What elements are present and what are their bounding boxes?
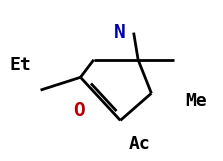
Text: Ac: Ac: [128, 135, 150, 153]
Text: O: O: [74, 100, 85, 119]
Text: Me: Me: [185, 92, 206, 110]
Text: N: N: [113, 23, 125, 42]
Text: Et: Et: [10, 56, 31, 74]
